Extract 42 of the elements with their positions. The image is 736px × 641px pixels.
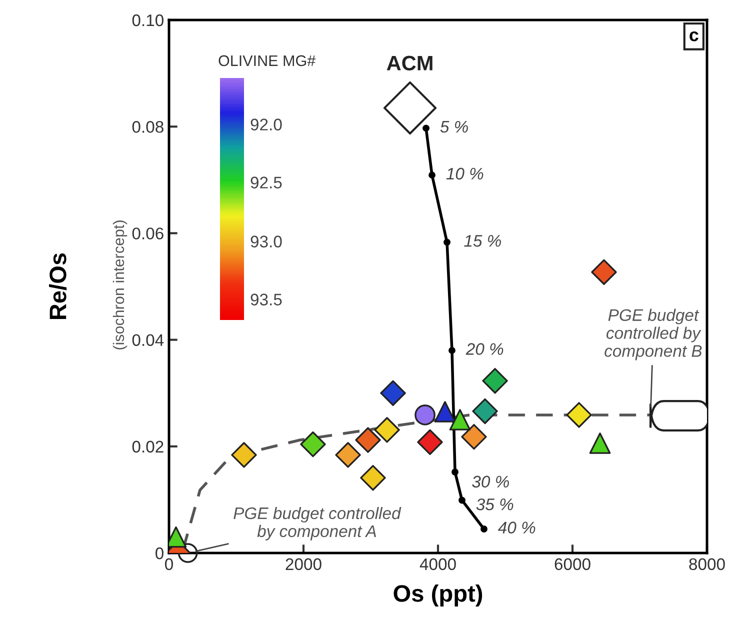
- annotation: PGE budget controlled by component A: [234, 506, 402, 540]
- x-axis-title: Os (ppt): [394, 584, 482, 607]
- y-tick-label: 0.02: [132, 440, 164, 453]
- point: [458, 496, 466, 504]
- point: [480, 526, 488, 532]
- y-tick-label: 0.10: [132, 14, 164, 26]
- annotation: c: [690, 31, 698, 42]
- y-tick-label: 0.06: [132, 228, 164, 240]
- point: [383, 81, 437, 135]
- annotation: 15 %: [464, 235, 501, 247]
- annotation: 93.0: [250, 236, 282, 248]
- color-bar-title: OLIVINE MG#: [218, 55, 316, 66]
- annotation: 92.0: [250, 118, 282, 130]
- annotation: PGE budget controlled by component B: [604, 308, 702, 360]
- point: [444, 238, 450, 246]
- point: [452, 468, 458, 476]
- annotation: ACM: [386, 56, 432, 70]
- x-tick-label: 2000: [286, 558, 322, 570]
- annotation: 10 %: [446, 168, 484, 180]
- annotation: 20 %: [466, 343, 504, 355]
- point: [434, 401, 456, 422]
- annotation: 35 %: [476, 498, 514, 510]
- annotation: 40 %: [498, 522, 536, 534]
- y-axis-title: Re/Os: [48, 253, 67, 320]
- point: [428, 172, 436, 179]
- point: [414, 404, 436, 426]
- annotation: 92.5: [250, 176, 282, 188]
- annotation: 93.5: [250, 294, 282, 306]
- annotation: 5 %: [440, 120, 468, 133]
- text: (isochron intercept): [112, 220, 128, 350]
- point: [449, 409, 471, 430]
- x-tick-label: 8000: [689, 558, 725, 570]
- x-tick-label: 6000: [554, 558, 590, 570]
- y-tick-label: 0.04: [132, 334, 164, 346]
- y-tick-label: 0: [156, 547, 164, 560]
- point: [448, 346, 456, 354]
- point: [589, 432, 611, 454]
- annotation: 30 %: [472, 476, 509, 488]
- point: [422, 124, 430, 132]
- x-tick-label: 0: [165, 558, 173, 570]
- y-tick-label: 0.08: [132, 121, 164, 133]
- x-tick-label: 4000: [420, 558, 456, 570]
